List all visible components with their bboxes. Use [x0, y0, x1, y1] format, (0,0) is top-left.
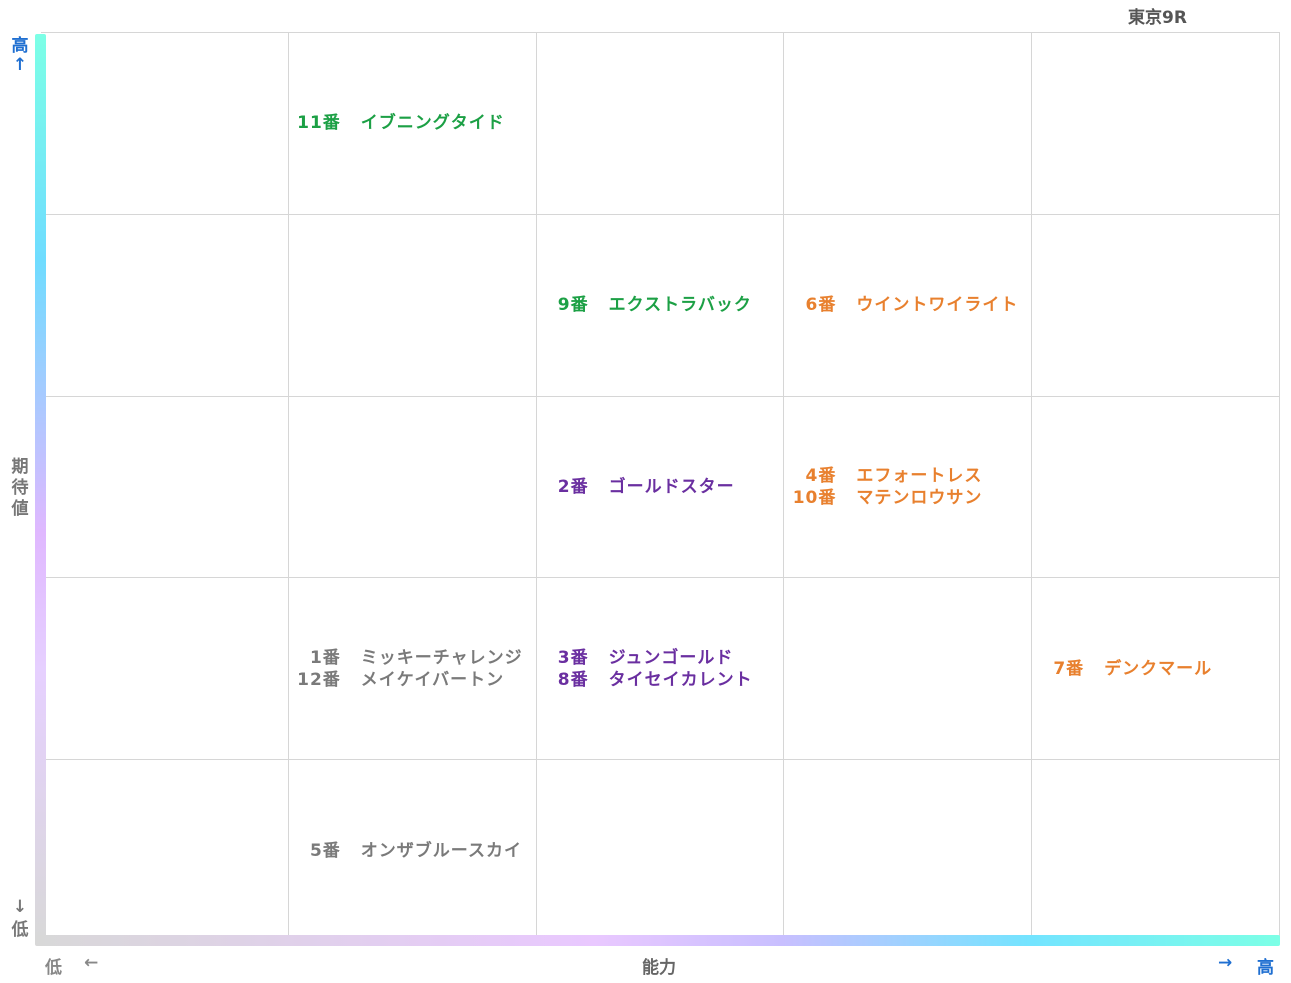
- horse-name: ウイントワイライト: [856, 295, 1019, 316]
- chart-grid: 11番 イブニングタイド 9番 エクストラバック 6番 ウイントワイライト 2番 ゴールドスタ…: [41, 32, 1280, 941]
- horse-entry: 10番 マテンロウサン: [784, 487, 1031, 509]
- horse-number: 1番: [309, 647, 341, 668]
- grid-cell: [784, 32, 1033, 214]
- grid-cell: [536, 759, 785, 941]
- y-axis-high-arrow-icon: ↑: [12, 55, 28, 75]
- y-axis-high-label: 高: [11, 36, 29, 56]
- grid-cell: [1032, 759, 1280, 941]
- grid-cell: [41, 395, 289, 578]
- grid-cell: 3番 ジュンゴールド 8番 タイセイカレント: [536, 577, 785, 760]
- horse-number: 3番: [557, 647, 589, 668]
- horse-number: 10番: [792, 487, 837, 508]
- y-axis-label-char-2: 待: [11, 478, 29, 498]
- grid-cell: 1番 ミッキーチャレンジ 12番 メイケイバートン: [288, 577, 537, 760]
- horse-entry: 7番 デンクマール: [1032, 658, 1279, 680]
- grid-cell: [1032, 32, 1280, 214]
- x-axis-label: 能力: [642, 958, 676, 978]
- horse-entry: 3番 ジュンゴールド: [537, 647, 784, 669]
- grid-cell: 5番 オンザブルースカイ: [288, 759, 537, 941]
- grid-cell: 9番 エクストラバック: [536, 213, 785, 396]
- horse-name: タイセイカレント: [608, 669, 753, 690]
- horse-name: ゴールドスター: [608, 476, 735, 497]
- grid-cell: [41, 759, 289, 941]
- horse-name: イブニングタイド: [360, 113, 505, 134]
- grid-cell: [288, 395, 537, 578]
- y-axis-gradient-bar: [35, 34, 46, 942]
- grid-cell: [41, 213, 289, 396]
- grid-cell: [784, 577, 1033, 760]
- horse-name: エフォートレス: [856, 465, 983, 486]
- x-axis-low-label: 低: [45, 958, 62, 978]
- horse-number: 9番: [557, 295, 589, 316]
- grid-cell: [1032, 395, 1280, 578]
- chart-title: 東京9R: [1128, 8, 1187, 28]
- horse-entry: 6番 ウイントワイライト: [784, 294, 1031, 316]
- horse-number: 12番: [297, 669, 341, 690]
- x-axis-high-label: 高: [1257, 958, 1274, 978]
- x-axis-gradient-bar: [35, 935, 1280, 946]
- grid-cell: 4番 エフォートレス 10番 マテンロウサン: [784, 395, 1033, 578]
- horse-entry: 11番 イブニングタイド: [289, 112, 536, 134]
- x-axis-high-arrow-icon: →: [1218, 953, 1233, 973]
- grid-cell: 2番 ゴールドスター: [536, 395, 785, 578]
- grid-cell: [288, 213, 537, 396]
- grid-cell: [784, 759, 1033, 941]
- y-axis-label-char-3: 値: [11, 499, 29, 519]
- y-axis-low-label: 低: [11, 920, 29, 940]
- horse-name: メイケイバートン: [360, 669, 505, 690]
- horse-name: オンザブルースカイ: [360, 840, 522, 861]
- horse-name: ジュンゴールド: [608, 647, 734, 668]
- horse-number: 8番: [557, 669, 589, 690]
- horse-number: 11番: [297, 113, 341, 134]
- grid-cell: 7番 デンクマール: [1032, 577, 1280, 760]
- horse-entry: 1番 ミッキーチャレンジ: [289, 647, 536, 669]
- horse-name: ミッキーチャレンジ: [360, 647, 523, 668]
- horse-number: 4番: [805, 465, 837, 486]
- grid-cell: 6番 ウイントワイライト: [784, 213, 1033, 396]
- grid-cell: 11番 イブニングタイド: [288, 32, 537, 214]
- horse-number: 5番: [309, 840, 341, 861]
- horse-name: マテンロウサン: [856, 487, 983, 508]
- horse-entry: 9番 エクストラバック: [537, 294, 784, 316]
- x-axis-low-arrow-icon: ←: [84, 953, 99, 973]
- grid-cell: [41, 577, 289, 760]
- grid-cell: [1032, 213, 1280, 396]
- grid-cell: [536, 32, 785, 214]
- horse-entry: 12番 メイケイバートン: [289, 669, 536, 691]
- horse-number: 2番: [557, 476, 589, 497]
- grid-cell: [41, 32, 289, 214]
- y-axis-label-char-1: 期: [11, 457, 29, 477]
- horse-number: 6番: [805, 295, 837, 316]
- horse-entry: 8番 タイセイカレント: [537, 669, 784, 691]
- horse-entry: 5番 オンザブルースカイ: [289, 840, 536, 862]
- horse-name: デンクマール: [1104, 658, 1213, 679]
- horse-entry: 4番 エフォートレス: [784, 465, 1031, 487]
- horse-entry: 2番 ゴールドスター: [537, 476, 784, 498]
- horse-number: 7番: [1053, 658, 1085, 679]
- horse-name: エクストラバック: [608, 295, 752, 316]
- y-axis-low-arrow-icon: ↓: [12, 897, 28, 917]
